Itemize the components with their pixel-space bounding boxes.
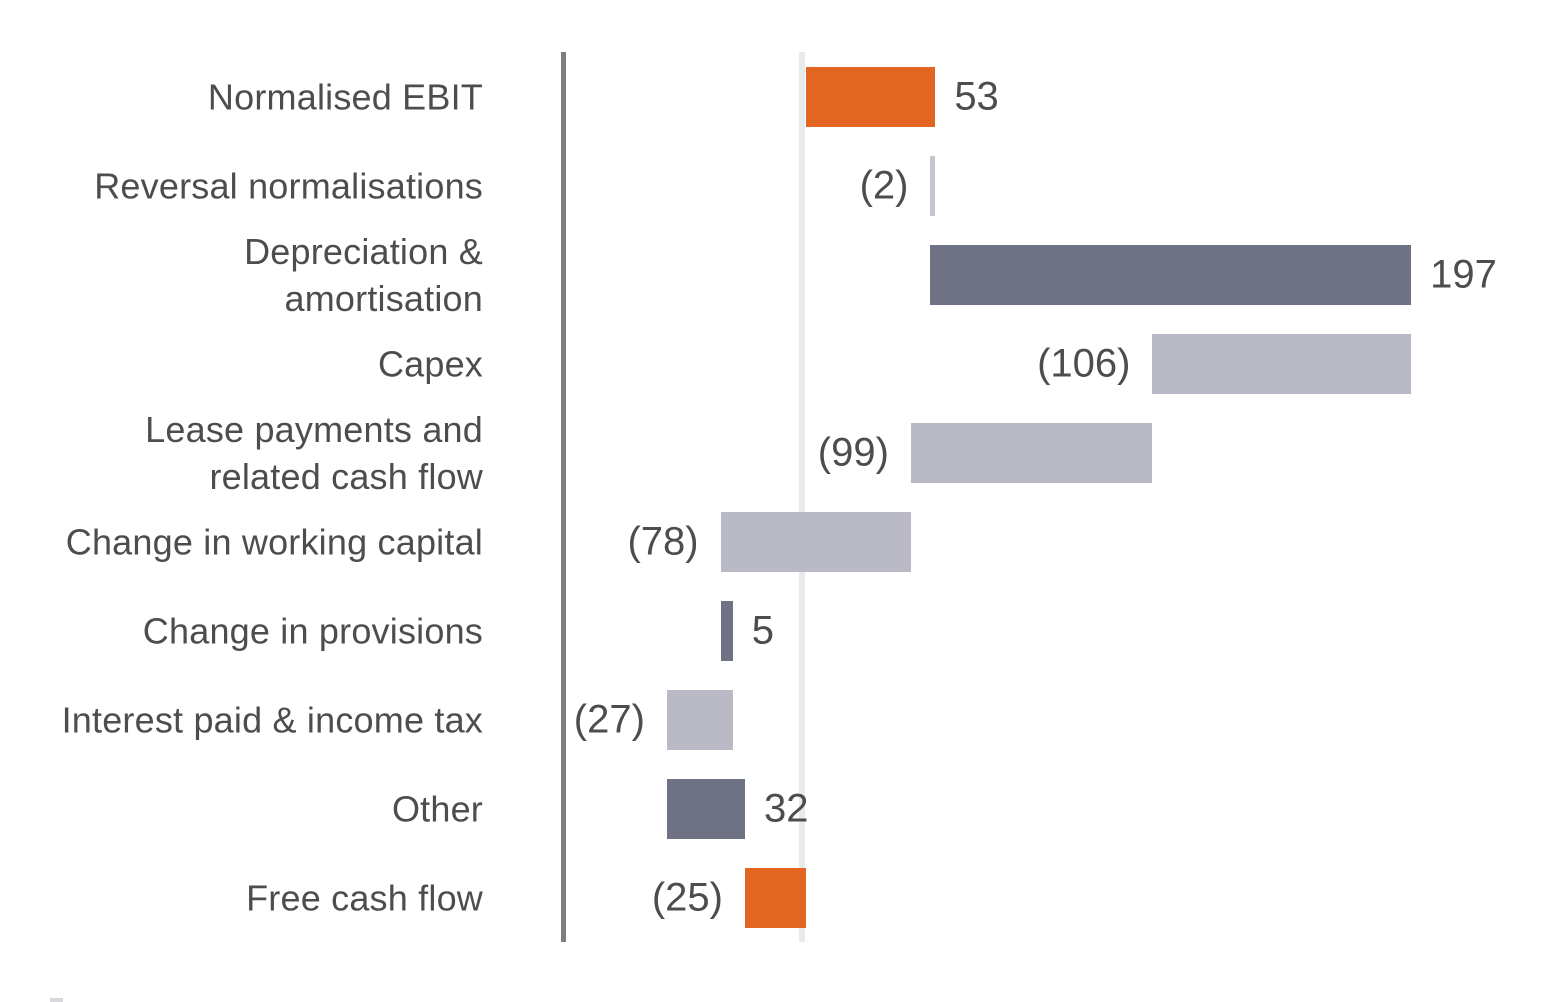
bar-change-in-working-capital: [720, 511, 911, 572]
value-label-free-cash-flow: (25): [651, 875, 723, 919]
bar-change-in-provisions: [720, 600, 733, 661]
category-label-depreciation-amortisation: Depreciation & amortisation: [244, 230, 483, 319]
bar-normalised-ebit: [806, 66, 936, 127]
category-label-free-cash-flow: Free cash flow: [246, 877, 483, 918]
category-label-lease-payments-and-related-cash-flow: Lease payments and related cash flow: [145, 408, 483, 497]
bar-reversal-normalisations: [930, 155, 936, 216]
value-label-other: 32: [764, 786, 809, 830]
cropped-edge-artifact: [50, 998, 63, 1002]
bar-interest-paid-income-tax: [666, 689, 733, 750]
bar-lease-payments-and-related-cash-flow: [910, 422, 1153, 483]
category-label-other: Other: [391, 788, 483, 829]
bar-other: [666, 778, 745, 839]
category-label-capex: Capex: [377, 343, 483, 384]
bar-capex: [1152, 333, 1412, 394]
category-labels: Normalised EBIT Reversal normalisations De…: [0, 0, 483, 1002]
value-label-change-in-provisions: 5: [751, 608, 775, 652]
value-label-normalised-ebit: 53: [954, 74, 999, 118]
value-label-change-in-working-capital: (78): [627, 519, 699, 563]
value-label-depreciation-amortisation: 197: [1430, 252, 1497, 296]
category-label-normalised-ebit: Normalised EBIT: [207, 76, 483, 117]
bar-free-cash-flow: [745, 867, 806, 928]
category-label-reversal-normalisations: Reversal normalisations: [94, 165, 483, 206]
value-label-capex: (106): [1037, 341, 1131, 385]
category-label-change-in-provisions: Change in provisions: [142, 610, 483, 651]
category-axis-line: [561, 52, 566, 942]
value-label-reversal-normalisations: (2): [859, 163, 909, 207]
zero-baseline-line: [799, 52, 805, 942]
bar-depreciation-amortisation: [930, 244, 1412, 305]
value-label-lease-payments-and-related-cash-flow: (99): [817, 430, 889, 474]
category-label-interest-paid-income-tax: Interest paid & income tax: [61, 699, 483, 740]
category-label-change-in-working-capital: Change in working capital: [65, 521, 483, 562]
value-label-interest-paid-income-tax: (27): [573, 697, 645, 741]
